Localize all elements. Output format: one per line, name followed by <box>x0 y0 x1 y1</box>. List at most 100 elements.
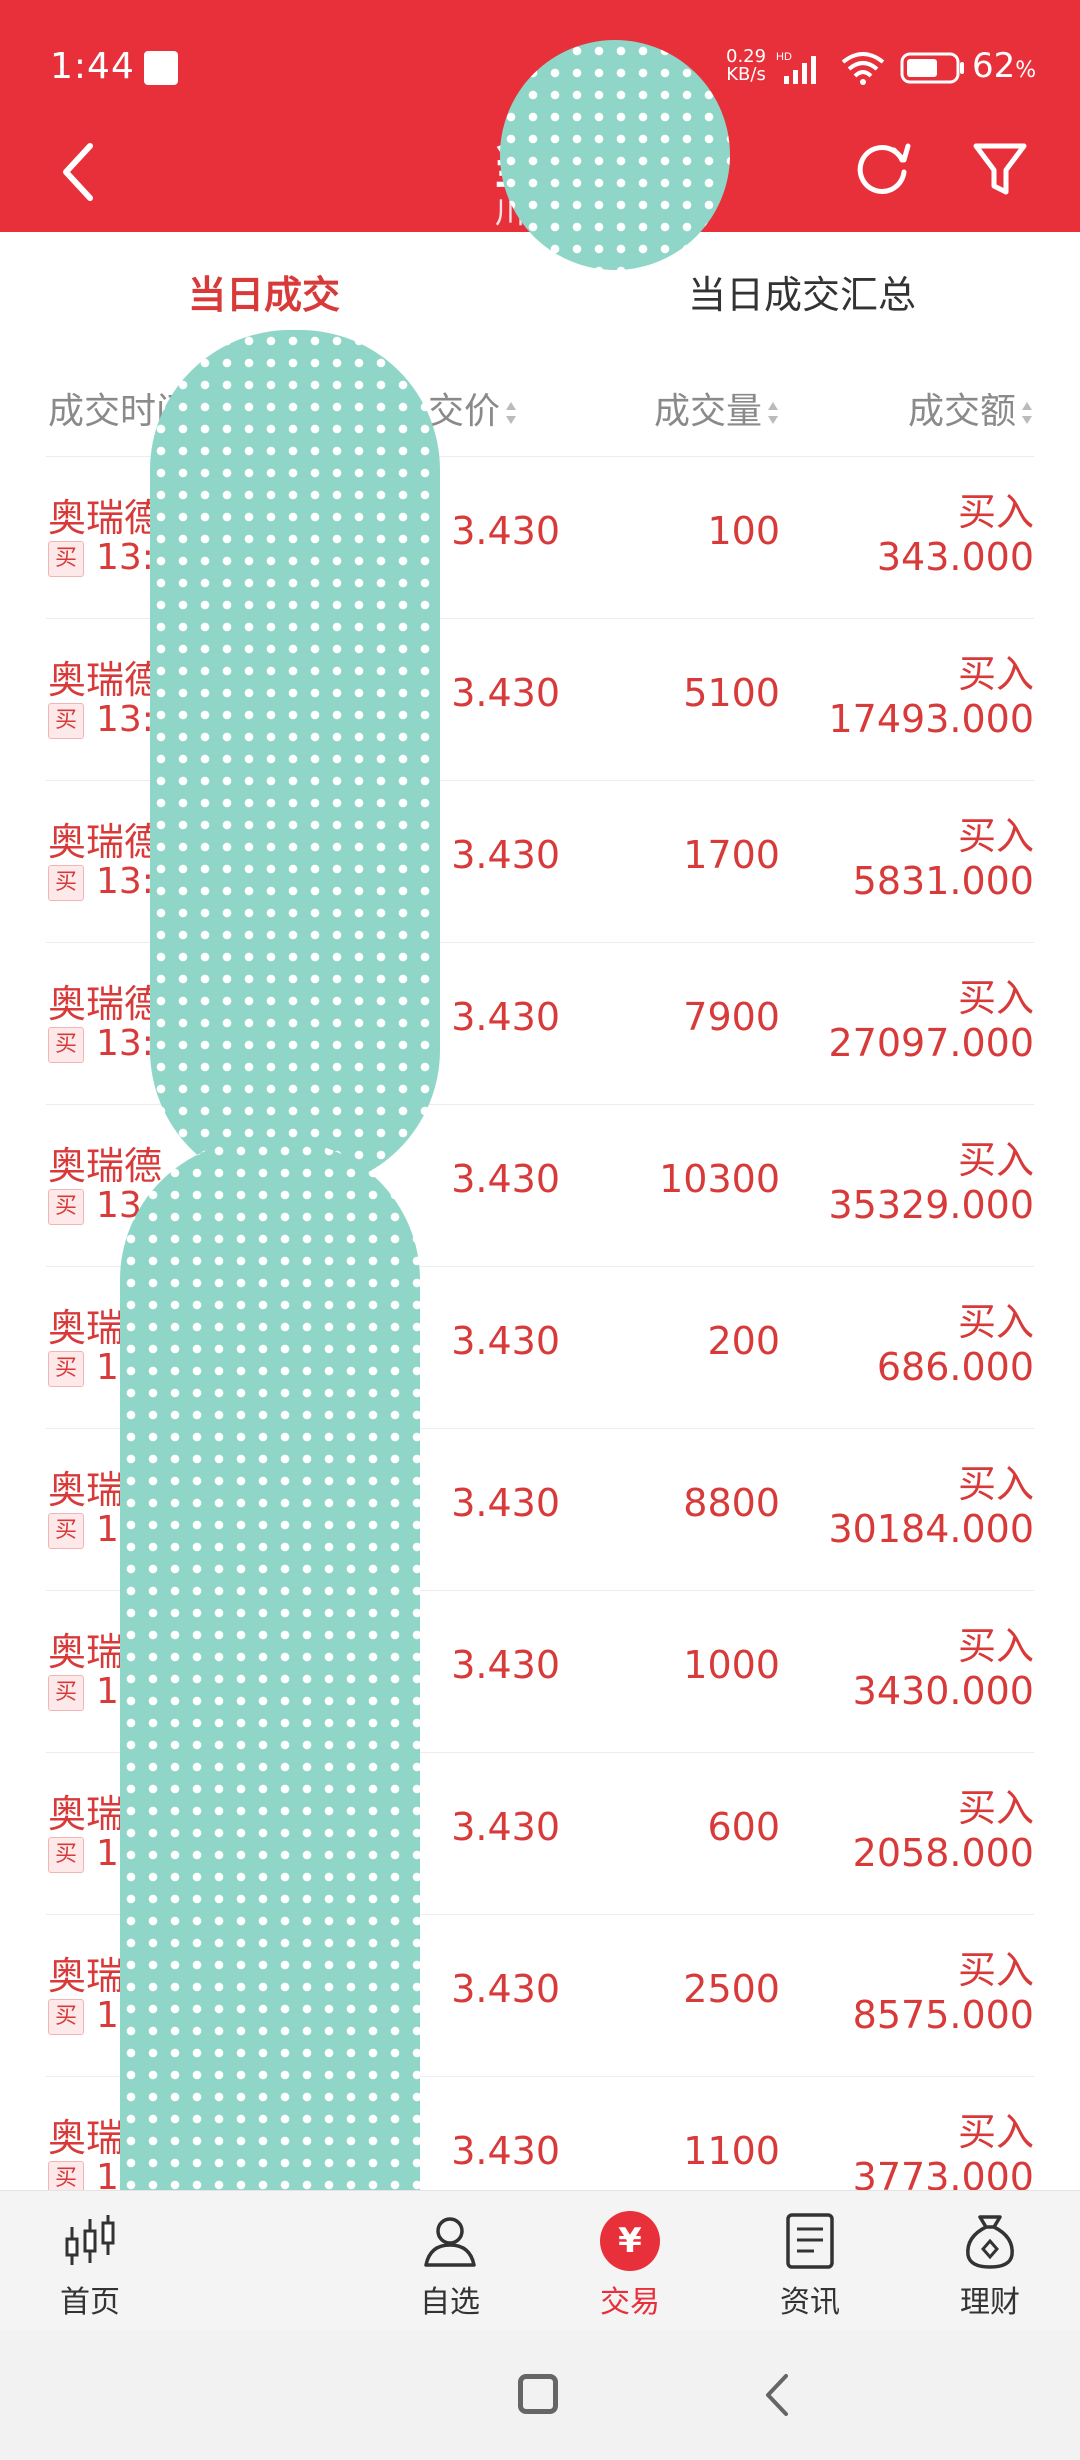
bottom-nav-watchlist-label: 自选 <box>420 2285 480 2320</box>
notification-square-icon <box>144 51 178 85</box>
table-row[interactable]: 奥瑞德 买 13:4 3.430 1700 买入 5831.000 <box>46 780 1034 942</box>
sort-icon <box>1022 402 1032 424</box>
bottom-nav-watchlist[interactable]: 自选 <box>390 2211 510 2321</box>
trade-direction: 买入 <box>957 1624 1034 1668</box>
stock-name: 奥瑞德 <box>48 496 163 540</box>
trade-price: 3.430 <box>451 1481 560 1525</box>
tab-today-trades[interactable]: 当日成交 <box>188 273 341 317</box>
yen-circle-icon: ¥ <box>600 2211 660 2271</box>
trade-direction: 买入 <box>957 814 1034 858</box>
status-bar: 1:44 0.29 KB/s HD <box>0 0 1080 120</box>
trade-direction: 买入 <box>957 1948 1034 1992</box>
stock-name: 奥瑞 <box>48 1468 125 1512</box>
table-row[interactable]: 奥瑞 买 1 3.430 2500 买入 8575.000 <box>46 1914 1034 2076</box>
trade-amount: 8575.000 <box>852 1993 1034 2037</box>
battery-percent: 62% <box>972 46 1036 86</box>
signal-icon: HD <box>776 51 816 84</box>
trade-price: 3.430 <box>451 1967 560 2011</box>
stock-name: 奥瑞 <box>48 1792 125 1836</box>
privacy-overlay <box>150 330 440 1190</box>
table-row[interactable]: 奥瑞德 买 13:40 3.430 7900 买入 27097.000 <box>46 942 1034 1104</box>
trade-direction: 买入 <box>957 1138 1034 1182</box>
trade-direction: 买入 <box>957 976 1034 1020</box>
buy-tag: 买 <box>48 1351 84 1387</box>
column-header-quantity-label: 成交量 <box>653 391 762 432</box>
trade-price: 3.430 <box>451 2129 560 2173</box>
column-header-quantity[interactable]: 成交量 <box>654 382 780 434</box>
trade-amount: 17493.000 <box>828 697 1035 741</box>
battery-value: 62 <box>972 46 1016 86</box>
trade-quantity: 1700 <box>683 833 780 877</box>
stock-name: 奥瑞 <box>48 1630 125 1674</box>
stock-name: 奥瑞德 <box>48 820 163 864</box>
buy-tag: 买 <box>48 703 84 739</box>
net-speed: 0.29 KB/s <box>726 48 766 84</box>
bottom-nav-home-label: 首页 <box>60 2285 120 2320</box>
filter-icon[interactable] <box>970 136 1030 200</box>
document-icon <box>786 2213 834 2269</box>
trade-amount: 5831.000 <box>852 859 1034 903</box>
privacy-overlay <box>500 40 730 270</box>
table-row[interactable]: 奥瑞德 买 13:4 3.430 5100 买入 17493.000 <box>46 618 1034 780</box>
buy-tag: 买 <box>48 865 84 901</box>
buy-tag: 买 <box>48 1999 84 2035</box>
trade-direction: 买入 <box>957 2110 1034 2154</box>
trade-quantity: 100 <box>707 509 780 553</box>
trade-amount: 35329.000 <box>828 1183 1035 1227</box>
buy-tag: 买 <box>48 1189 84 1225</box>
stock-name: 奥瑞德 <box>48 658 163 702</box>
trade-price: 3.430 <box>451 509 560 553</box>
trade-quantity: 5100 <box>683 671 780 715</box>
system-back-icon[interactable] <box>762 2372 792 2418</box>
buy-tag: 买 <box>48 1027 84 1063</box>
back-arrow-icon[interactable] <box>54 138 102 206</box>
column-header-price[interactable]: 交价 <box>428 382 518 434</box>
refresh-icon[interactable] <box>850 136 914 200</box>
net-speed-unit: KB/s <box>726 64 766 85</box>
trade-price: 3.430 <box>451 1157 560 1201</box>
trade-price: 3.430 <box>451 1643 560 1687</box>
tab-bar: 当日成交 当日成交汇总 <box>0 232 1080 351</box>
trade-amount: 30184.000 <box>828 1507 1035 1551</box>
trade-direction: 买入 <box>957 1786 1034 1830</box>
trade-amount: 3430.000 <box>852 1669 1034 1713</box>
table-row[interactable]: 奥瑞 买 13: 3.430 8800 买入 30184.000 <box>46 1428 1034 1590</box>
net-speed-value: 0.29 <box>726 46 767 67</box>
buy-tag: 买 <box>48 1675 84 1711</box>
system-home-icon[interactable] <box>518 2374 558 2414</box>
trade-price: 3.430 <box>451 1805 560 1849</box>
column-header-amount[interactable]: 成交额 <box>908 382 1034 434</box>
bottom-nav-home[interactable]: 首页 <box>30 2211 150 2321</box>
trade-price: 3.430 <box>451 1319 560 1363</box>
column-header-price-label: 交价 <box>427 391 500 432</box>
trade-amount: 686.000 <box>876 1345 1034 1389</box>
trade-quantity: 200 <box>707 1319 780 1363</box>
table-row[interactable]: 奥瑞 买 13 3.430 1000 买入 3430.000 <box>46 1590 1034 1752</box>
sort-icon <box>768 402 778 424</box>
stock-name: 奥瑞德 <box>48 982 163 1026</box>
trade-price: 3.430 <box>451 995 560 1039</box>
trade-amount: 343.000 <box>876 535 1034 579</box>
bottom-nav-wealth-label: 理财 <box>960 2285 1020 2320</box>
bottom-nav-news[interactable]: 资讯 <box>750 2211 870 2321</box>
stock-name: 奥瑞 <box>48 2116 125 2160</box>
wifi-icon <box>841 52 885 85</box>
bottom-nav-wealth[interactable]: 理财 <box>930 2211 1050 2321</box>
column-header-amount-label: 成交额 <box>907 391 1016 432</box>
tab-today-summary[interactable]: 当日成交汇总 <box>688 273 917 317</box>
trade-quantity: 10300 <box>659 1157 780 1201</box>
table-row[interactable]: 奥瑞 买 13 3.430 1100 买入 3773.000 <box>46 2076 1034 2238</box>
trade-quantity: 1100 <box>683 2129 780 2173</box>
trade-direction: 买入 <box>957 1462 1034 1506</box>
table-row[interactable]: 奥瑞 买 13 3.430 600 买入 2058.000 <box>46 1752 1034 1914</box>
bottom-nav-trade[interactable]: ¥ 交易 <box>570 2211 690 2321</box>
table-row[interactable]: 奥瑞 买 13: 3.430 200 买入 686.000 <box>46 1266 1034 1428</box>
status-time: 1:44 <box>50 46 135 87</box>
buy-tag: 买 <box>48 1837 84 1873</box>
trade-quantity: 8800 <box>683 1481 780 1525</box>
trade-list: 奥瑞德 买 13:41 3.430 100 买入 343.000 奥瑞德 买 1… <box>0 456 1080 2238</box>
trade-direction: 买入 <box>957 652 1034 696</box>
trade-direction: 买入 <box>957 1300 1034 1344</box>
sort-icon <box>506 402 516 424</box>
